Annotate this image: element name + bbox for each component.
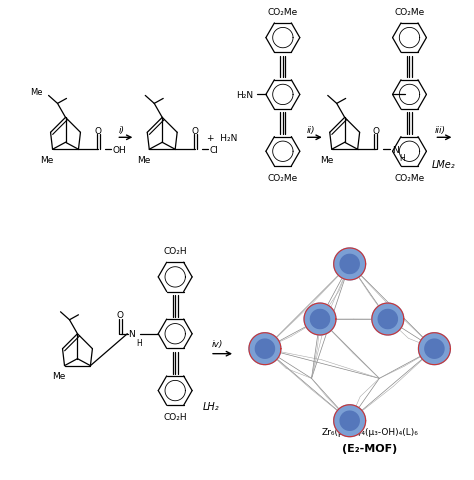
Text: Me: Me (53, 372, 66, 380)
Text: (E₂-MOF): (E₂-MOF) (342, 444, 397, 454)
Text: H: H (400, 154, 405, 162)
Polygon shape (378, 310, 397, 329)
Text: CO₂H: CO₂H (164, 247, 187, 256)
Text: O: O (191, 127, 199, 135)
Polygon shape (425, 339, 444, 359)
Text: CO₂Me: CO₂Me (394, 8, 425, 17)
Polygon shape (255, 339, 274, 359)
Text: Me: Me (137, 156, 151, 164)
Text: H₂N: H₂N (236, 91, 253, 100)
Polygon shape (419, 333, 450, 365)
Text: iv): iv) (211, 339, 223, 348)
Text: OH: OH (112, 145, 126, 155)
Text: LMe₂: LMe₂ (431, 160, 455, 170)
Polygon shape (340, 255, 359, 274)
Text: CO₂Me: CO₂Me (268, 8, 298, 17)
Text: O: O (372, 127, 379, 135)
Text: CO₂H: CO₂H (164, 412, 187, 421)
Polygon shape (304, 303, 336, 335)
Polygon shape (310, 310, 329, 329)
Text: Me: Me (41, 156, 54, 164)
Text: O: O (95, 127, 102, 135)
Polygon shape (340, 411, 359, 431)
Text: Me: Me (320, 156, 333, 164)
Text: Cl: Cl (209, 145, 218, 155)
Text: O: O (117, 311, 124, 320)
Text: N: N (128, 330, 135, 338)
Text: i): i) (118, 126, 124, 134)
Text: CO₂Me: CO₂Me (394, 173, 425, 182)
Text: iii): iii) (435, 126, 446, 134)
Text: Zr₆(μ₃-O)₄(μ₃-OH)₄(L)₆: Zr₆(μ₃-O)₄(μ₃-OH)₄(L)₆ (321, 427, 418, 436)
Text: ii): ii) (307, 126, 315, 134)
Text: LH₂: LH₂ (203, 401, 220, 411)
Text: N: N (392, 145, 399, 155)
Polygon shape (249, 333, 281, 365)
Polygon shape (334, 249, 365, 280)
Text: CO₂Me: CO₂Me (268, 173, 298, 182)
Text: H: H (137, 338, 142, 348)
Text: Me: Me (30, 88, 43, 97)
Polygon shape (372, 303, 404, 335)
Text: +  H₂N: + H₂N (207, 133, 237, 143)
Polygon shape (334, 405, 365, 437)
